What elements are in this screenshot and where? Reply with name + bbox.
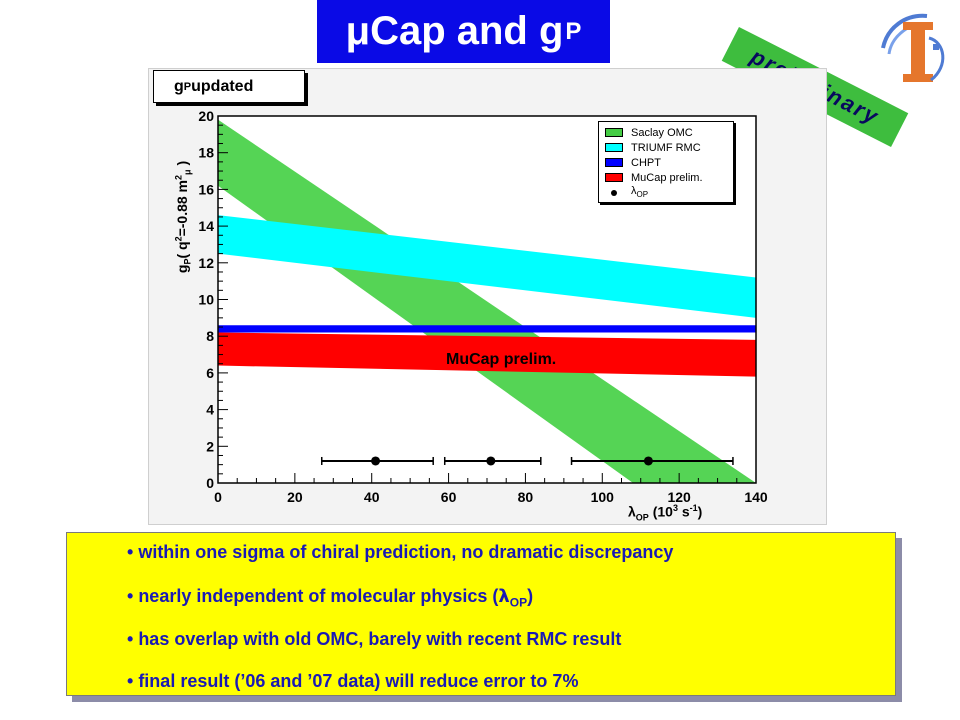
legend-label: TRIUMF RMC (631, 141, 701, 154)
x-tick-label: 80 (518, 489, 534, 505)
ylabel-p: P (182, 258, 193, 265)
x-tick-label: 100 (591, 489, 615, 505)
xlabel-unit: (10 (648, 503, 673, 520)
bullet-item: • nearly independent of molecular physic… (127, 586, 534, 610)
y-tick-label: 0 (206, 475, 214, 491)
ylabel-exp: 2 (173, 236, 184, 242)
legend-swatch (605, 128, 623, 137)
chart-legend: Saclay OMC TRIUMF RMC CHPT MuCap prelim.… (598, 121, 734, 203)
title-text: Cap and g (370, 9, 564, 53)
y-tick-label: 14 (198, 218, 214, 234)
legend-item-mucap: MuCap prelim. (605, 171, 703, 184)
bullet-text: within one sigma of chiral prediction, n… (138, 542, 674, 562)
xlabel-close: ) (697, 503, 703, 520)
legend-item-triumf: TRIUMF RMC (605, 141, 701, 154)
legend-label: CHPT (631, 156, 661, 169)
legend-lambda: λ (631, 185, 637, 198)
ylabel-mu: μ (182, 169, 193, 175)
y-tick-label: 2 (206, 438, 214, 454)
x-tick-label: 140 (744, 489, 768, 505)
title-mu-symbol: μ (345, 9, 371, 53)
bullet-close: ) (527, 586, 534, 606)
band-triumf-rmc (218, 215, 756, 318)
legend-item-saclay: Saclay OMC (605, 126, 693, 139)
ylabel-q: ( q (173, 241, 190, 259)
data-point-0 (371, 456, 381, 466)
xlabel-exp: 3 (672, 503, 678, 513)
band-chpt (218, 325, 756, 333)
ylabel-val: =-0.88 m (173, 179, 190, 237)
x-tick-label: 120 (667, 489, 691, 505)
panel-label-prefix: g (174, 77, 184, 95)
xlabel-exp2: -1 (689, 503, 698, 513)
title-subscript: P (565, 17, 582, 45)
legend-lambda-sub: OP (636, 190, 649, 200)
bullet-text: final result (’06 and ’07 data) will red… (138, 671, 579, 691)
x-tick-label: 40 (364, 489, 380, 505)
ylabel-g: g (173, 264, 190, 274)
y-tick-label: 8 (206, 328, 214, 344)
legend-swatch (605, 158, 623, 167)
legend-swatch (605, 173, 623, 182)
x-tick-label: 60 (441, 489, 457, 505)
x-tick-label: 0 (214, 489, 222, 505)
institute-logo-icon (881, 13, 945, 82)
y-tick-label: 20 (198, 108, 214, 124)
legend-label: λOP (631, 185, 648, 199)
summary-box: • within one sigma of chiral prediction,… (66, 532, 896, 696)
y-tick-label: 18 (198, 145, 214, 161)
legend-item-lambda: λOP (605, 185, 648, 200)
bullet-lambda-sub: OP (509, 595, 528, 610)
legend-item-chpt: CHPT (605, 156, 661, 169)
legend-marker (605, 189, 623, 196)
data-point-1 (486, 456, 496, 466)
x-tick-label: 20 (287, 489, 303, 505)
data-point-2 (643, 456, 653, 466)
mucap-band-label: MuCap prelim. (446, 351, 556, 368)
legend-label: MuCap prelim. (631, 171, 703, 184)
legend-label: Saclay OMC (631, 126, 693, 139)
bullet-item: • has overlap with old OMC, barely with … (127, 629, 622, 649)
y-tick-label: 4 (206, 402, 214, 418)
xlabel-s: s (677, 503, 690, 520)
panel-label-sub: P (183, 80, 192, 93)
bullet-text: nearly independent of molecular physics … (138, 586, 499, 606)
band-mucap-prelim- (218, 332, 756, 377)
panel-label-suffix: updated (191, 77, 254, 95)
ylabel-exp2: 2 (173, 174, 184, 180)
y-tick-label: 16 (198, 181, 214, 197)
bullet-lambda: λ (498, 586, 510, 607)
y-axis-label: gP( q2=-0.88 m2μ ) (173, 161, 192, 273)
ylabel-close: ) (173, 160, 190, 170)
band-saclay-omc (218, 119, 756, 484)
bullet-item: • final result (’06 and ’07 data) will r… (127, 671, 579, 691)
y-tick-label: 6 (206, 365, 214, 381)
y-tick-label: 10 (198, 292, 214, 308)
y-tick-label: 12 (198, 255, 214, 271)
legend-swatch (605, 143, 623, 152)
bullet-item: • within one sigma of chiral prediction,… (127, 542, 674, 562)
xlabel-lambda: λ (628, 503, 636, 520)
xlabel-op: OP (635, 512, 649, 523)
x-axis-label: λOP (103 s-1) (628, 503, 702, 522)
bullet-text: has overlap with old OMC, barely with re… (138, 629, 622, 649)
